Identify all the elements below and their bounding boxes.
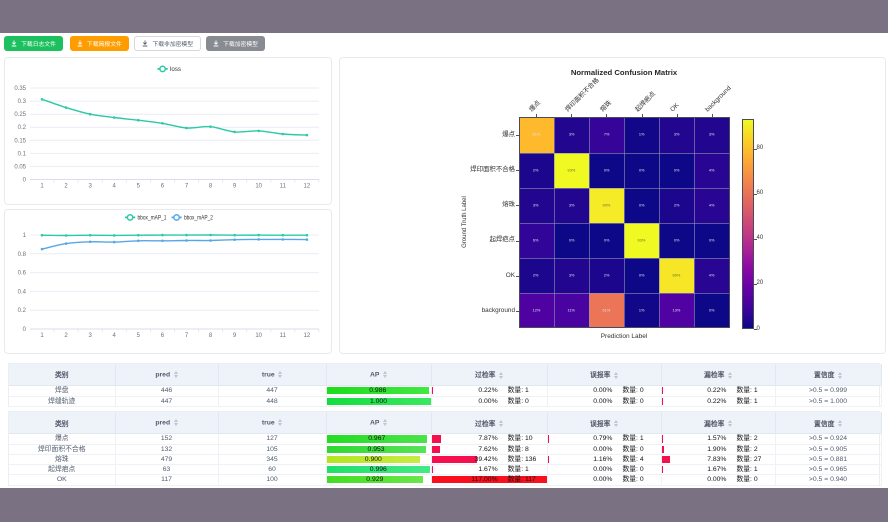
svg-text:loss: loss [170,67,181,73]
svg-text:bbox_mAP_1: bbox_mAP_1 [138,215,168,221]
svg-text:0.2: 0.2 [18,125,27,131]
svg-text:6: 6 [161,183,165,189]
svg-text:11: 11 [280,183,287,189]
svg-text:11: 11 [280,333,287,339]
svg-text:5: 5 [137,333,141,339]
svg-text:0.35: 0.35 [14,86,26,92]
svg-text:2: 2 [64,333,68,339]
svg-text:2: 2 [64,183,68,189]
svg-text:0.15: 0.15 [14,138,26,144]
svg-text:0.8: 0.8 [18,252,27,258]
svg-text:0: 0 [23,327,27,333]
svg-text:3: 3 [89,333,93,339]
svg-text:12: 12 [304,333,311,339]
svg-text:5: 5 [137,183,141,189]
svg-text:8: 8 [209,333,213,339]
svg-text:12: 12 [304,183,311,189]
svg-text:10: 10 [255,333,262,339]
svg-text:1: 1 [40,183,44,189]
svg-text:4: 4 [113,333,117,339]
svg-text:3: 3 [89,183,93,189]
svg-text:0.05: 0.05 [14,164,26,170]
svg-text:0: 0 [23,178,27,184]
svg-text:1: 1 [40,333,44,339]
svg-text:7: 7 [185,183,189,189]
svg-text:6: 6 [161,333,165,339]
svg-text:1: 1 [23,233,27,239]
svg-text:0.4: 0.4 [18,289,27,295]
svg-text:8: 8 [209,183,213,189]
svg-text:0.25: 0.25 [14,112,26,118]
svg-text:0.2: 0.2 [18,308,27,314]
svg-text:4: 4 [113,183,117,189]
svg-text:0.1: 0.1 [18,151,27,157]
svg-text:0.3: 0.3 [18,99,27,105]
svg-text:9: 9 [233,333,237,339]
svg-text:7: 7 [185,333,189,339]
svg-text:bbox_mAP_2: bbox_mAP_2 [184,215,214,221]
svg-text:0.6: 0.6 [18,271,27,277]
svg-text:9: 9 [233,183,237,189]
svg-text:10: 10 [255,183,262,189]
